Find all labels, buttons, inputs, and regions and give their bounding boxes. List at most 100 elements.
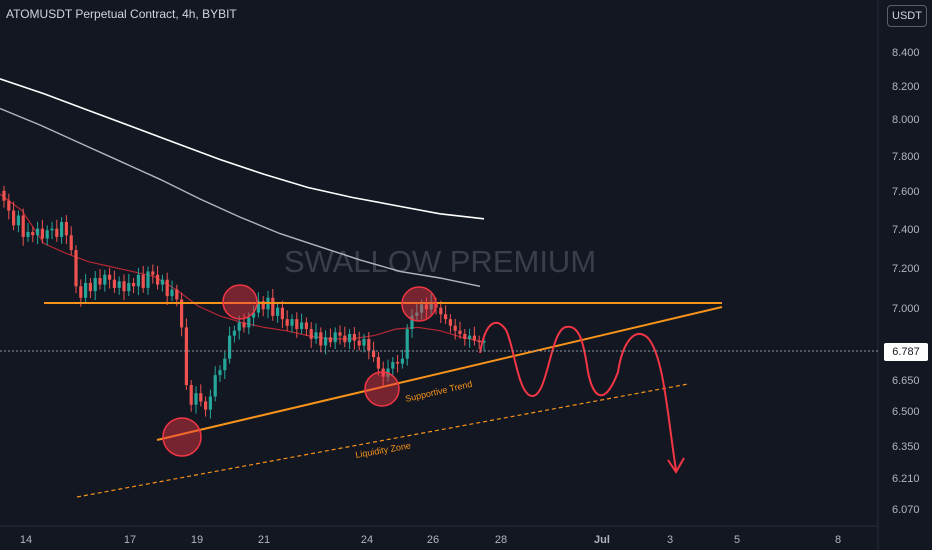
swing-low-marker-1[interactable] — [162, 417, 202, 457]
candle-body — [156, 274, 160, 285]
price-axis[interactable]: 8.400 8.200 8.000 7.800 7.600 7.400 7.200 7.000… — [892, 47, 920, 516]
swing-high-marker-2[interactable] — [401, 286, 437, 322]
candle-body — [170, 289, 174, 297]
candle-body — [21, 215, 25, 237]
candle-body — [74, 250, 78, 287]
candle-body — [420, 304, 424, 313]
candle-body — [319, 332, 323, 346]
candle-body — [439, 307, 443, 315]
time-tick-label: 5 — [734, 534, 740, 546]
time-tick-label: 28 — [495, 534, 507, 546]
candle-body — [304, 322, 308, 330]
candle-body — [16, 215, 20, 226]
candle-body — [261, 301, 265, 310]
time-tick-label: 8 — [835, 534, 841, 546]
candle-body — [280, 307, 284, 320]
candle-body — [31, 231, 35, 236]
price-tick-label: 8.000 — [892, 114, 920, 126]
time-tick-label: Jul — [594, 534, 610, 546]
candle-body — [36, 228, 40, 236]
candle-body — [290, 319, 294, 326]
candle-body — [146, 271, 150, 288]
candle-body — [127, 282, 131, 292]
candle-body — [405, 329, 409, 359]
candle-body — [7, 200, 11, 211]
price-tick-label: 7.200 — [892, 263, 920, 275]
candle-body — [204, 401, 208, 410]
swing-high-marker-1[interactable] — [222, 284, 258, 320]
candle-body — [429, 302, 433, 310]
price-tick-label: 6.210 — [892, 473, 920, 485]
candlesticks — [2, 185, 486, 419]
candle-body — [472, 335, 476, 341]
candle-body — [184, 327, 188, 385]
currency-button[interactable]: USDT — [887, 5, 927, 27]
candle-body — [122, 281, 126, 292]
candle-body — [98, 278, 102, 285]
candle-body — [348, 333, 352, 343]
candle-body — [55, 228, 59, 237]
candle-body — [367, 338, 371, 351]
moving-average-mid — [0, 107, 481, 287]
candle-body — [453, 325, 457, 331]
candle-body — [136, 274, 140, 287]
candle-body — [232, 330, 236, 336]
candle-body — [175, 289, 179, 300]
swing-low-marker-2[interactable] — [364, 371, 400, 407]
candle-body — [151, 271, 155, 275]
candle-body — [463, 333, 467, 339]
candle-body — [117, 281, 121, 288]
candle-body — [45, 230, 49, 239]
candle-body — [468, 335, 472, 339]
last-price-label: 6.787 — [884, 343, 928, 361]
candle-body — [242, 322, 246, 328]
price-tick-label: 7.600 — [892, 186, 920, 198]
time-tick-label: 19 — [191, 534, 203, 546]
supportive-trend-line[interactable] — [156, 306, 723, 441]
candle-body — [103, 274, 107, 285]
candle-body — [252, 312, 256, 318]
time-tick-label: 3 — [667, 534, 673, 546]
candle-body — [60, 222, 64, 237]
candle-body — [218, 370, 222, 376]
candle-body — [40, 228, 44, 239]
candle-body — [189, 384, 193, 405]
forecast-path[interactable] — [479, 321, 677, 471]
candle-body — [79, 286, 83, 298]
candle-body — [64, 222, 68, 236]
candle-body — [26, 231, 30, 237]
candle-body — [448, 319, 452, 326]
candle-body — [112, 279, 116, 288]
candle-body — [362, 338, 366, 346]
candle-body — [247, 317, 251, 328]
candle-body — [141, 274, 145, 288]
candle-body — [352, 333, 356, 341]
candle-body — [424, 304, 428, 310]
candle-body — [400, 358, 404, 364]
candle-body — [415, 312, 419, 316]
time-tick-label: 14 — [20, 534, 32, 546]
candle-body — [300, 322, 304, 330]
candle-body — [93, 278, 97, 292]
candle-body — [165, 279, 169, 297]
candle-body — [84, 282, 88, 298]
candle-body — [208, 396, 212, 410]
time-axis[interactable]: 14 17 19 21 24 26 28 Jul 3 5 8 — [20, 534, 841, 546]
price-tick-label: 7.800 — [892, 151, 920, 163]
candle-body — [324, 337, 328, 346]
candle-body — [338, 332, 342, 336]
moving-average-long — [0, 78, 485, 220]
time-tick-label: 17 — [124, 534, 136, 546]
candle-body — [69, 235, 73, 251]
candle-body — [285, 319, 289, 326]
price-tick-label: 6.350 — [892, 441, 920, 453]
candle-body — [228, 335, 232, 359]
time-tick-label: 21 — [258, 534, 270, 546]
liquidity-zone-line[interactable] — [76, 383, 689, 498]
candle-body — [343, 335, 347, 343]
candle-body — [2, 190, 6, 201]
candle-body — [276, 307, 280, 316]
